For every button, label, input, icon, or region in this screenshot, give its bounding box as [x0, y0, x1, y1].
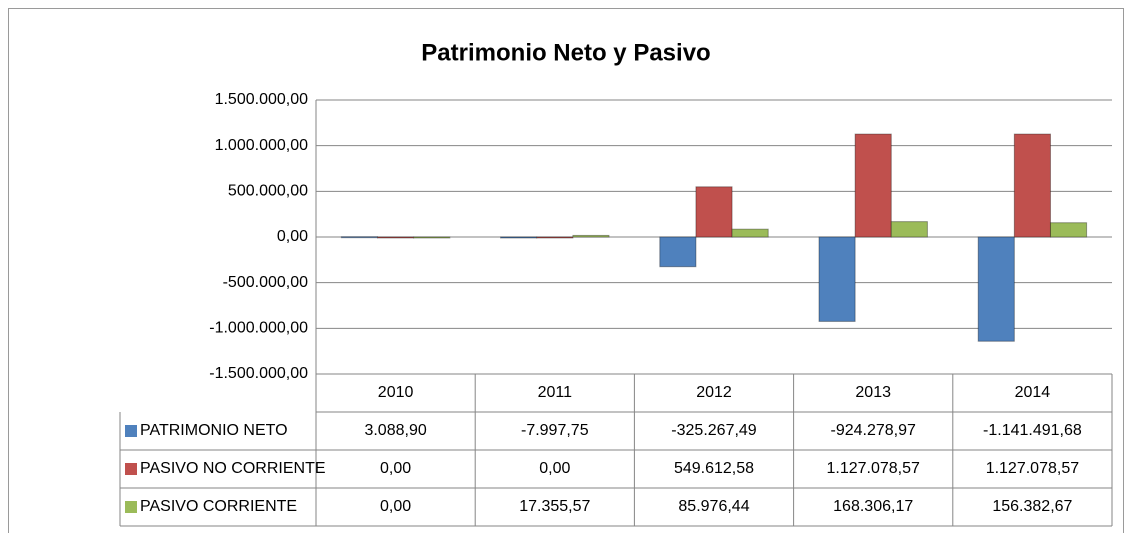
table-value: 0,00: [539, 460, 570, 477]
table-value: 0,00: [380, 498, 411, 515]
y-tick-label: -1.000.000,00: [209, 320, 308, 337]
bar: [536, 236, 574, 239]
bar: [977, 236, 1015, 342]
table-value: 156.382,67: [992, 498, 1072, 515]
chart-frame: [8, 8, 1124, 533]
x-tick-label: 2012: [696, 384, 732, 401]
y-tick-label: -1.500.000,00: [209, 365, 308, 382]
table-value: -924.278,97: [830, 422, 916, 439]
x-tick-label: 2013: [855, 384, 891, 401]
bar: [572, 234, 610, 238]
x-tick-label: 2014: [1015, 384, 1051, 401]
y-tick-label: 1.500.000,00: [215, 91, 309, 108]
table-value: -7.997,75: [521, 422, 589, 439]
table-value: 1.127.078,57: [986, 460, 1080, 477]
x-tick-label: 2010: [378, 384, 414, 401]
bar: [500, 236, 538, 239]
table-value: -325.267,49: [671, 422, 757, 439]
table-value: 3.088,90: [364, 422, 426, 439]
table-value: 168.306,17: [833, 498, 913, 515]
bar: [340, 236, 379, 239]
legend-key: [125, 425, 137, 437]
table-value: 1.127.078,57: [826, 460, 920, 477]
bar: [731, 228, 769, 238]
table-value: 17.355,57: [519, 498, 590, 515]
bar: [377, 236, 415, 239]
bar: [890, 221, 928, 238]
y-tick-label: 0,00: [277, 228, 308, 245]
y-tick-label: 500.000,00: [228, 183, 308, 200]
bar: [854, 133, 892, 238]
x-tick-label: 2011: [538, 384, 573, 401]
bar: [1049, 222, 1088, 238]
chart-title: Patrimonio Neto y Pasivo: [421, 39, 710, 66]
bar: [659, 236, 697, 268]
y-tick-label: -500.000,00: [223, 274, 309, 291]
bar: [695, 186, 733, 238]
table-value: 0,00: [380, 460, 411, 477]
table-value: 549.612,58: [674, 460, 754, 477]
legend-label: PASIVO CORRIENTE: [140, 498, 297, 515]
legend-key: [125, 501, 137, 513]
legend-key: [125, 463, 137, 475]
y-tick-label: 1.000.000,00: [215, 137, 309, 154]
table-value: -1.141.491,68: [983, 422, 1082, 439]
bar: [1013, 133, 1051, 238]
table-value: 85.976,44: [678, 498, 749, 515]
bar: [413, 236, 451, 239]
legend-label: PASIVO NO CORRIENTE: [140, 460, 326, 477]
legend-label: PATRIMONIO NETO: [140, 422, 288, 439]
bar: [818, 236, 856, 322]
